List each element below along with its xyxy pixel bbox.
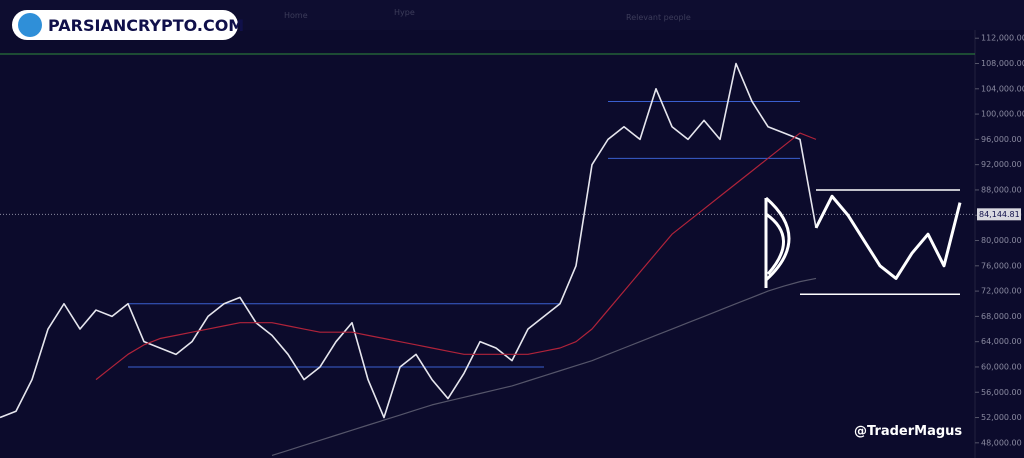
y-tick-label: 56,000.00: [981, 388, 1022, 397]
current-price-label: 84,144.81: [979, 210, 1020, 219]
y-tick-label: 72,000.00: [981, 287, 1022, 296]
watermark-text: PARSIANCRYPTO.COM: [48, 16, 244, 35]
nav-item[interactable]: Home: [284, 11, 308, 20]
y-tick-label: 88,000.00: [981, 185, 1022, 194]
y-tick-label: 68,000.00: [981, 312, 1022, 321]
price-line: [0, 62, 817, 419]
nav-item[interactable]: Relevant people: [626, 13, 691, 22]
y-tick-label: 96,000.00: [981, 135, 1022, 144]
y-tick-label: 60,000.00: [981, 362, 1022, 371]
y-tick-label: 112,000.00: [981, 34, 1024, 43]
y-tick-label: 92,000.00: [981, 160, 1022, 169]
y-tick-label: 64,000.00: [981, 337, 1022, 346]
drawn-triangle: [764, 196, 791, 288]
watermark: PARSIANCRYPTO.COM: [12, 10, 244, 40]
price-line: [271, 277, 817, 457]
y-tick-label: 80,000.00: [981, 236, 1022, 245]
author-handle: @TraderMagus: [854, 424, 962, 439]
y-tick-label: 108,000.00: [981, 59, 1024, 68]
price-line: [95, 132, 817, 381]
y-tick-label: 100,000.00: [981, 110, 1024, 119]
y-tick-label: 48,000.00: [981, 438, 1022, 447]
current-price-box: [977, 208, 1021, 221]
price-line: [814, 194, 962, 280]
y-tick-label: 104,000.00: [981, 84, 1024, 93]
y-tick-label: 76,000.00: [981, 261, 1022, 270]
y-tick-label: 52,000.00: [981, 413, 1022, 422]
plot-area: 48,000.00 52,000.00 56,000.00 60,000.00 64,0…: [0, 34, 1024, 457]
nav-item[interactable]: Hype: [394, 8, 415, 17]
